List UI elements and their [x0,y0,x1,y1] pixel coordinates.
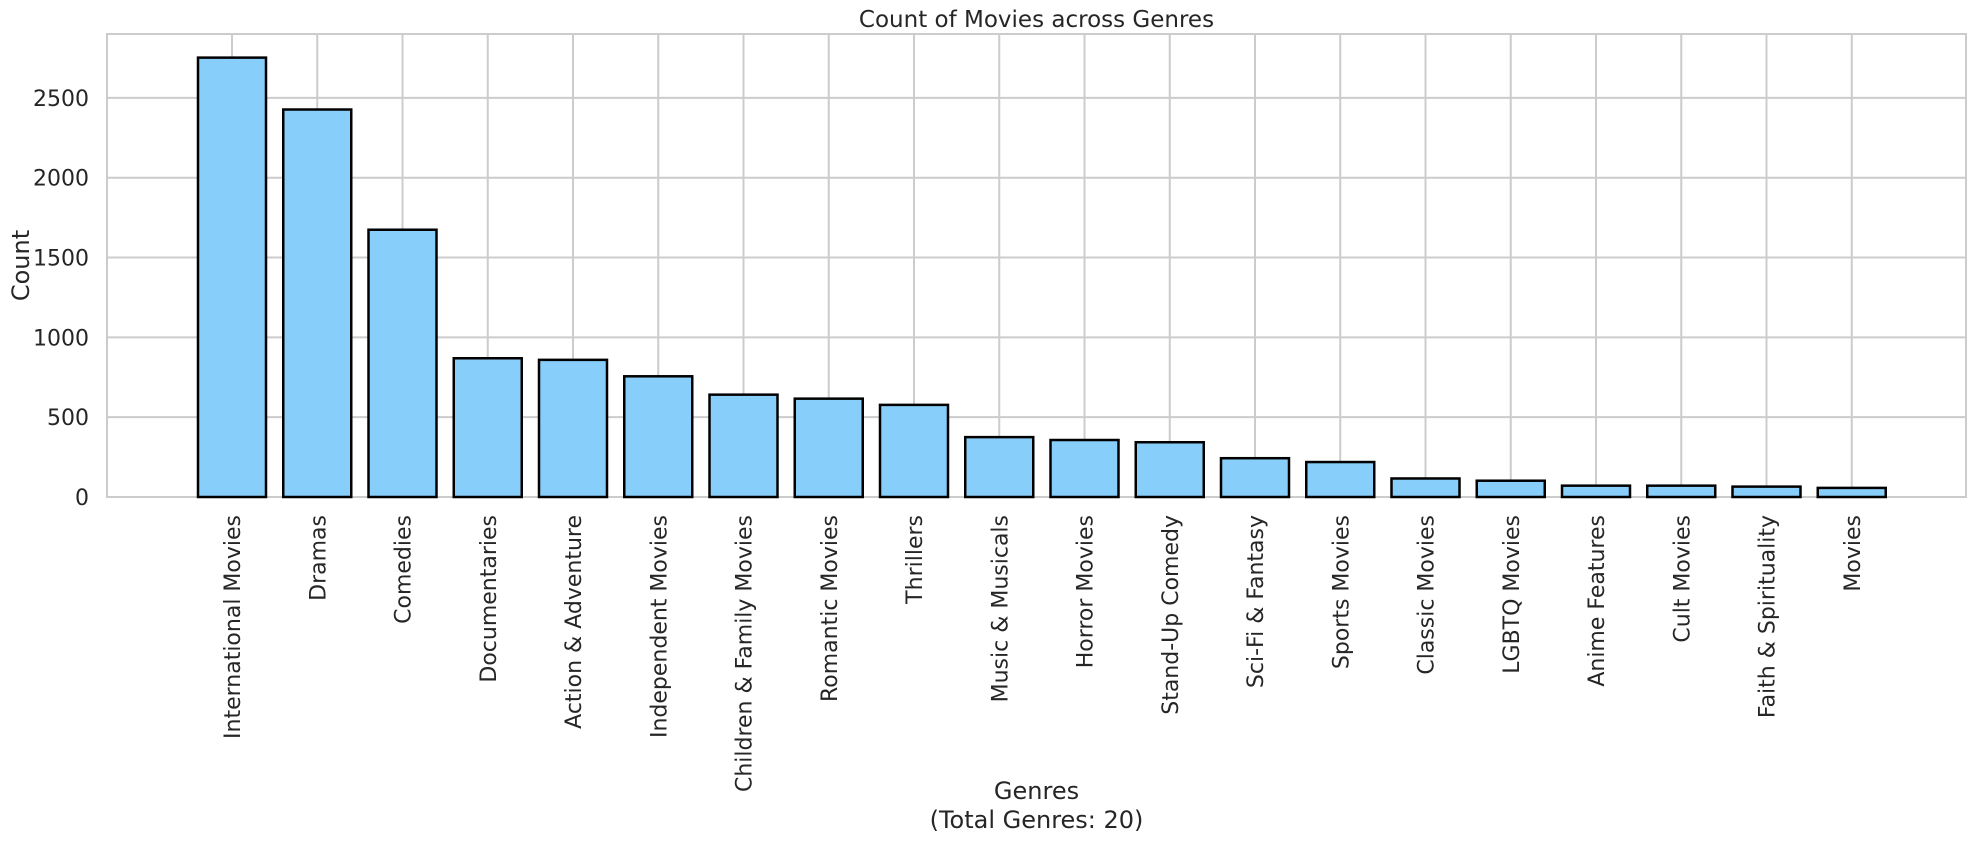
bar [196,56,268,499]
x-tick-label: Sci-Fi & Fantasy [1244,515,1269,688]
bar [1219,456,1291,499]
x-axis-label: Genres [994,777,1079,805]
x-tick-labels: International Movies Dramas Comedies Docume… [221,515,1866,792]
x-tick-label: International Movies [221,515,246,739]
bar [537,358,609,499]
chart-title: Count of Movies across Genres [859,7,1214,33]
x-tick-label: Dramas [306,515,331,601]
y-tick-labels: 0 500 1000 1500 2000 2500 [33,87,89,511]
bar [1560,484,1632,499]
x-tick-label: Comedies [392,515,417,624]
x-tick-label: Independent Movies [647,515,672,738]
y-tick-label: 1500 [33,247,89,272]
y-tick-label: 2500 [33,87,89,112]
plot-frame [106,33,1967,498]
bar [964,435,1035,499]
x-axis-sublabel: (Total Genres: 20) [930,806,1144,834]
x-tick-label: Faith & Spirituality [1756,515,1781,718]
bar [708,393,779,499]
bar [1646,484,1717,499]
bar [1390,477,1461,499]
x-tick-label: Horror Movies [1074,515,1099,668]
bar [793,397,864,499]
x-tick-label: Action & Adventure [562,515,587,729]
x-tick-label: Classic Movies [1415,515,1440,675]
y-tick-label: 0 [75,486,89,511]
bar [1049,438,1120,499]
bar [623,375,694,499]
x-tick-label: Documentaries [477,515,502,683]
y-axis-label: Count [7,230,35,301]
bar [282,108,353,499]
x-tick-label: Stand-Up Comedy [1159,515,1184,715]
bar [367,228,438,499]
bar [878,403,950,499]
bar [1816,486,1887,499]
y-tick-label: 1000 [33,326,89,351]
x-tick-label: Thrillers [903,515,928,605]
bars-layer [196,56,1887,499]
bar [1731,485,1802,499]
x-tick-label: Anime Features [1585,515,1610,687]
bar [452,357,523,499]
bar [1475,479,1546,499]
x-tick-label: Cult Movies [1670,515,1695,643]
bar [1305,460,1376,499]
x-tick-label: LGBTQ Movies [1500,515,1525,674]
y-tick-label: 500 [47,406,89,431]
x-tick-label: Movies [1841,515,1866,592]
x-tick-label: Romantic Movies [818,515,843,702]
bar [1134,440,1205,499]
x-tick-label: Children & Family Movies [733,515,758,792]
x-tick-label: Sports Movies [1329,515,1354,669]
y-tick-label: 2000 [33,167,89,192]
x-tick-label: Music & Musicals [988,515,1013,702]
